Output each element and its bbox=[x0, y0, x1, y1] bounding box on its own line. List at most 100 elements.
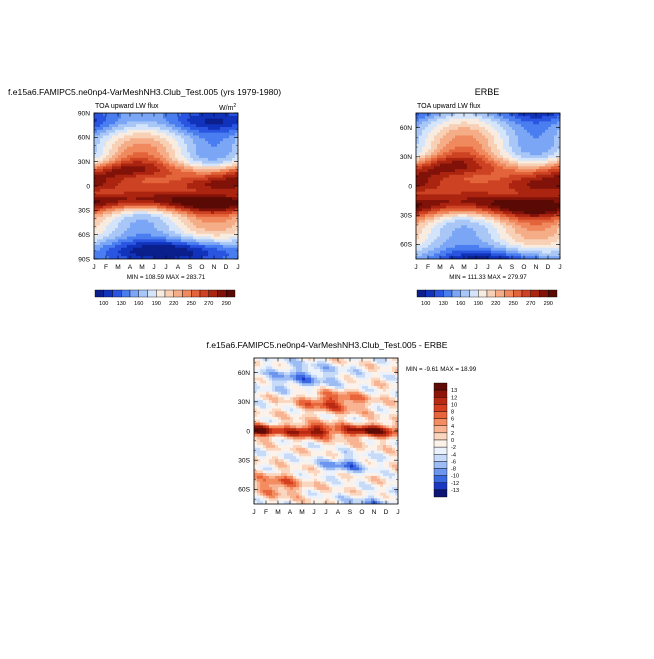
field-cell bbox=[506, 175, 509, 178]
field-cell bbox=[509, 119, 512, 122]
field-cell bbox=[461, 223, 464, 226]
field-cell bbox=[521, 124, 524, 127]
field-cell bbox=[214, 141, 217, 144]
field-cell bbox=[205, 253, 208, 256]
field-cell bbox=[100, 113, 103, 116]
field-cell bbox=[232, 186, 235, 189]
field-cell bbox=[428, 237, 431, 240]
field-cell bbox=[464, 186, 467, 189]
field-cell bbox=[467, 166, 470, 169]
field-cell bbox=[163, 211, 166, 214]
field-cell bbox=[124, 248, 127, 251]
field-cell bbox=[503, 119, 506, 122]
field-cell bbox=[205, 116, 208, 119]
field-cell bbox=[202, 169, 205, 172]
field-cell bbox=[533, 147, 536, 150]
field-cell bbox=[211, 245, 214, 248]
field-cell bbox=[220, 245, 223, 248]
field-cell bbox=[232, 121, 235, 124]
field-cell bbox=[175, 225, 178, 228]
field-cell bbox=[461, 175, 464, 178]
field-cell bbox=[428, 150, 431, 153]
field-cell bbox=[524, 152, 527, 155]
field-cell bbox=[440, 189, 443, 192]
field-cell bbox=[476, 155, 479, 158]
field-cell bbox=[118, 130, 121, 133]
field-cell bbox=[142, 158, 145, 161]
field-cell bbox=[229, 234, 232, 237]
field-cell bbox=[106, 133, 109, 136]
field-cell bbox=[187, 220, 190, 223]
field-cell bbox=[488, 130, 491, 133]
field-cell bbox=[554, 135, 557, 138]
field-cell bbox=[554, 231, 557, 234]
field-cell bbox=[506, 144, 509, 147]
field-cell bbox=[136, 144, 139, 147]
field-cell bbox=[536, 158, 539, 161]
colorbar-box bbox=[148, 290, 157, 297]
field-cell bbox=[115, 164, 118, 167]
field-cell bbox=[106, 217, 109, 220]
field-cell bbox=[178, 203, 181, 206]
field-cell bbox=[500, 217, 503, 220]
field-cell bbox=[479, 203, 482, 206]
field-cell bbox=[554, 208, 557, 211]
field-cell bbox=[229, 217, 232, 220]
field-cell bbox=[136, 158, 139, 161]
field-cell bbox=[503, 133, 506, 136]
field-cell bbox=[500, 186, 503, 189]
field-cell bbox=[503, 144, 506, 147]
field-cell bbox=[488, 175, 491, 178]
field-cell bbox=[431, 133, 434, 136]
field-cell bbox=[100, 214, 103, 217]
field-cell bbox=[160, 150, 163, 153]
field-cell bbox=[187, 192, 190, 195]
field-cell bbox=[100, 231, 103, 234]
field-cell bbox=[145, 228, 148, 231]
field-cell bbox=[220, 121, 223, 124]
field-cell bbox=[208, 138, 211, 141]
field-cell bbox=[554, 169, 557, 172]
field-cell bbox=[157, 197, 160, 200]
field-cell bbox=[518, 200, 521, 203]
field-cell bbox=[434, 194, 437, 197]
field-cell bbox=[136, 228, 139, 231]
field-cell bbox=[431, 130, 434, 133]
field-cell bbox=[491, 242, 494, 245]
field-cell bbox=[157, 194, 160, 197]
field-cell bbox=[157, 169, 160, 172]
field-cell bbox=[470, 248, 473, 251]
field-cell bbox=[494, 234, 497, 237]
field-cell bbox=[431, 197, 434, 200]
field-cell bbox=[163, 239, 166, 242]
field-cell bbox=[488, 124, 491, 127]
field-cell bbox=[443, 206, 446, 209]
field-cell bbox=[199, 239, 202, 242]
panel-erbe-title: ERBE bbox=[475, 87, 500, 97]
field-cell bbox=[467, 231, 470, 234]
field-cell bbox=[434, 251, 437, 254]
field-cell bbox=[226, 141, 229, 144]
field-cell bbox=[175, 194, 178, 197]
field-cell bbox=[452, 155, 455, 158]
field-cell bbox=[446, 178, 449, 181]
field-cell bbox=[199, 141, 202, 144]
field-cell bbox=[187, 237, 190, 240]
field-cell bbox=[476, 234, 479, 237]
field-cell bbox=[223, 166, 226, 169]
field-cell bbox=[548, 180, 551, 183]
field-cell bbox=[148, 172, 151, 175]
field-cell bbox=[133, 124, 136, 127]
field-cell bbox=[202, 116, 205, 119]
field-cell bbox=[458, 208, 461, 211]
field-cell bbox=[467, 178, 470, 181]
field-cell bbox=[536, 223, 539, 226]
field-cell bbox=[130, 231, 133, 234]
field-cell bbox=[187, 200, 190, 203]
field-cell bbox=[467, 147, 470, 150]
field-cell bbox=[527, 220, 530, 223]
field-cell bbox=[184, 234, 187, 237]
field-cell bbox=[530, 211, 533, 214]
field-cell bbox=[503, 203, 506, 206]
colorbar-label: 160 bbox=[134, 301, 143, 307]
